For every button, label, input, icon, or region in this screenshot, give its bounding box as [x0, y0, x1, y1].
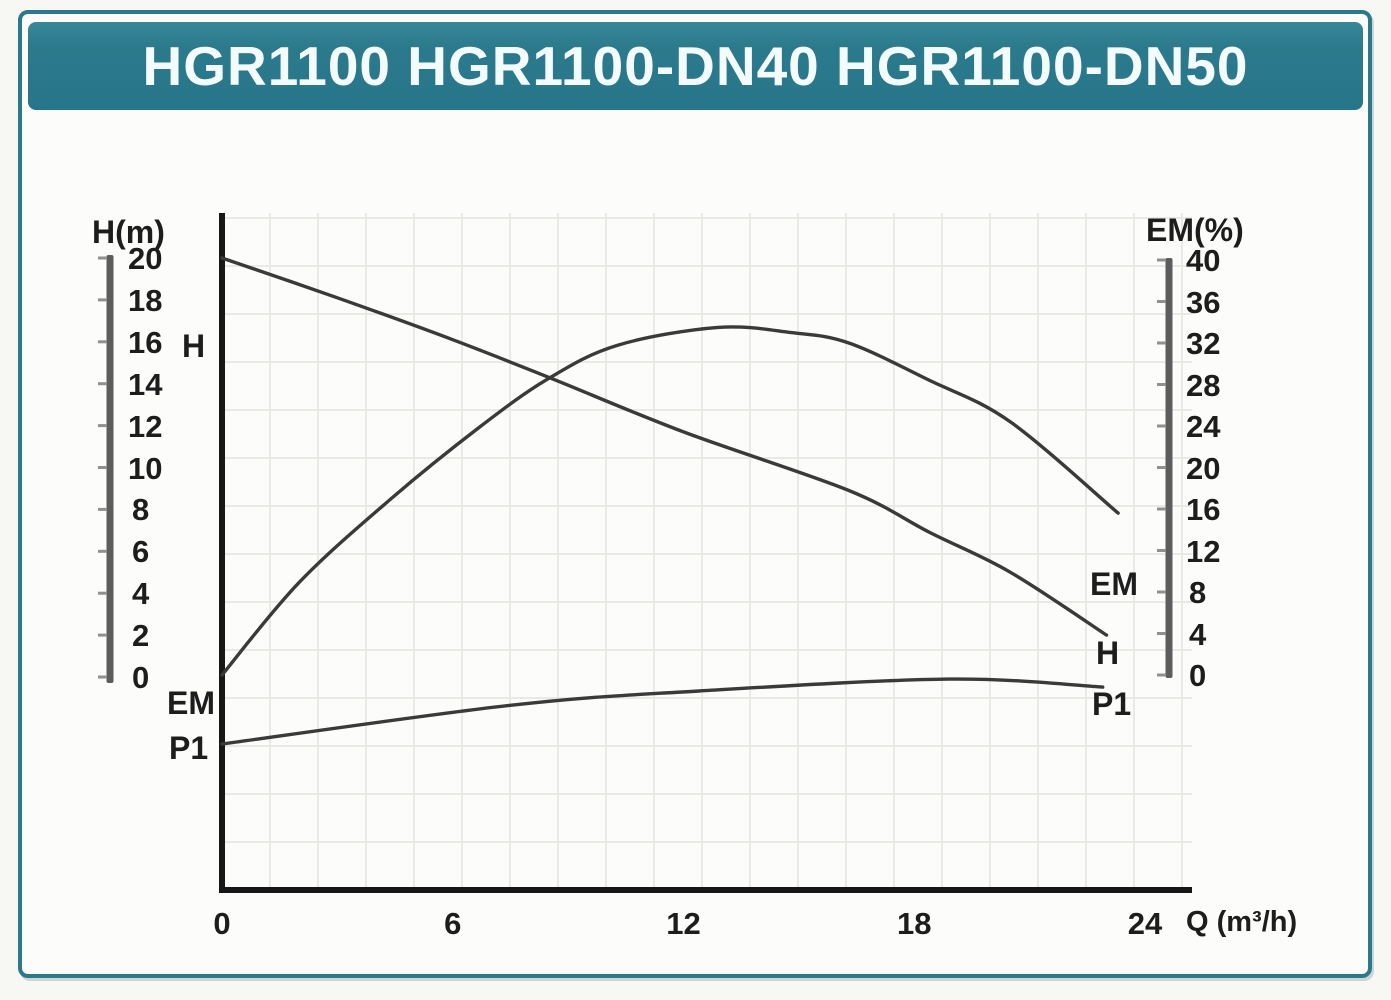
right-axis-tick-label: 8: [1189, 575, 1207, 610]
left-axis-tick-label: 8: [132, 492, 150, 528]
curve-label-p1-right: P1: [1092, 686, 1132, 722]
curve-label-h-left: H: [182, 328, 206, 364]
curve-label-em-left: EM: [167, 685, 215, 721]
curve-h: [220, 256, 1109, 637]
right-axis-tick-label: 32: [1186, 326, 1221, 361]
left-axis-tick-label: 4: [132, 576, 150, 612]
right-axis-tick-label: 36: [1186, 284, 1221, 320]
right-axis-tick-label: 4: [1189, 616, 1207, 652]
right-axis-title: EM(%): [1146, 212, 1244, 248]
outer-frame: [18, 10, 1372, 978]
scale-bar: [1157, 258, 1173, 678]
left-axis-tick-label: 14: [128, 366, 163, 402]
right-axis-tick-label: 24: [1186, 409, 1221, 444]
curve-p1: [220, 677, 1105, 746]
left-axis-tick-label: 20: [128, 241, 163, 276]
x-axis-tick-label: 0: [213, 906, 231, 941]
right-axis-tick-label: 20: [1186, 450, 1221, 486]
left-axis-tick-label: 12: [128, 408, 163, 444]
curve-label-em-right: EM: [1090, 566, 1138, 602]
scale-bar: [98, 255, 114, 683]
left-axis-tick-label: 2: [132, 618, 150, 654]
header-banner: HGR1100 HGR1100-DN40 HGR1100-DN50: [28, 22, 1363, 110]
plot-axes: [219, 213, 1192, 893]
grid: [222, 213, 1192, 890]
x-axis-tick-label: 12: [666, 906, 701, 941]
right-axis-tick-label: 40: [1186, 243, 1221, 278]
x-axis-title: Q (m³/h): [1186, 906, 1298, 938]
right-axis-tick-label: 0: [1189, 658, 1207, 693]
left-axis-tick-label: 16: [128, 324, 163, 360]
page-title: HGR1100 HGR1100-DN40 HGR1100-DN50: [142, 34, 1249, 97]
left-axis-title: H(m): [92, 214, 165, 250]
left-axis-tick-label: 0: [132, 660, 150, 695]
x-axis-tick-label: 6: [444, 906, 462, 941]
curve-em: [220, 325, 1120, 677]
curve-label-p1-left: P1: [169, 730, 209, 766]
right-axis-tick-label: 16: [1186, 492, 1221, 527]
x-axis-tick-label: 24: [1127, 906, 1163, 941]
curve-label-h-right: H: [1096, 635, 1120, 671]
right-axis-tick-label: 28: [1186, 367, 1221, 403]
left-axis-tick-label: 6: [132, 534, 150, 570]
x-axis-tick-label: 18: [896, 906, 932, 941]
left-axis-tick-label: 10: [128, 450, 163, 486]
right-axis-tick-label: 12: [1186, 533, 1221, 569]
left-axis-tick-label: 18: [128, 282, 163, 318]
